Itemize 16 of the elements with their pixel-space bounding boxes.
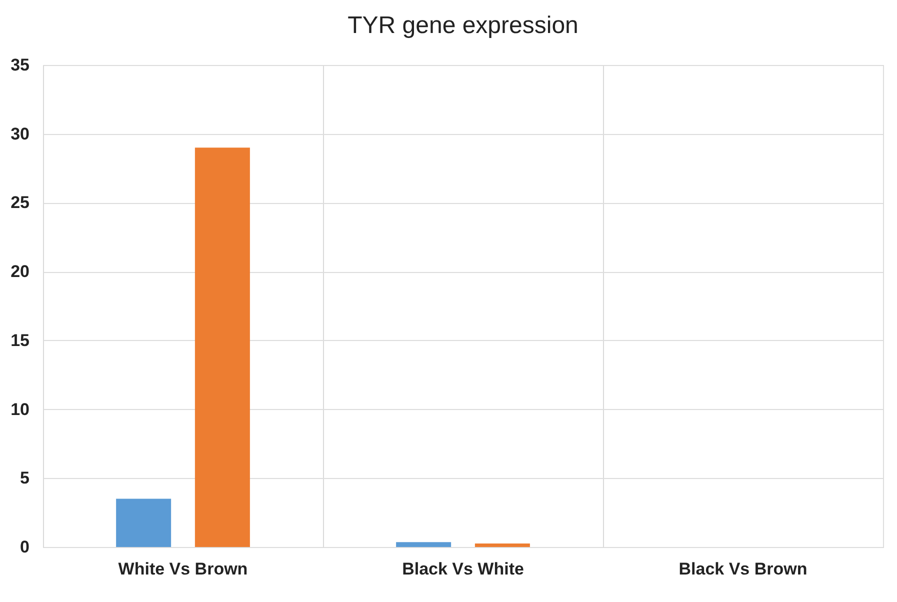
y-tick-label: 30 — [10, 124, 30, 144]
bar — [194, 148, 250, 547]
y-tick-label: 15 — [10, 330, 30, 350]
y-tick-label: 35 — [10, 56, 30, 74]
bar — [396, 542, 452, 547]
bar — [474, 544, 530, 547]
chart-title: TYR gene expression — [348, 12, 578, 39]
y-tick-label: 20 — [10, 262, 30, 282]
x-tick-label: White Vs Brown — [118, 560, 248, 578]
bar — [116, 498, 172, 547]
x-tick-label: Black Vs White — [402, 560, 524, 578]
y-tick-label: 10 — [10, 400, 30, 419]
x-tick-label: Black Vs Brown — [678, 560, 808, 578]
y-tick-label: 0 — [20, 538, 30, 556]
y-tick-label: 25 — [10, 193, 30, 212]
y-tick-label: 5 — [20, 468, 30, 488]
